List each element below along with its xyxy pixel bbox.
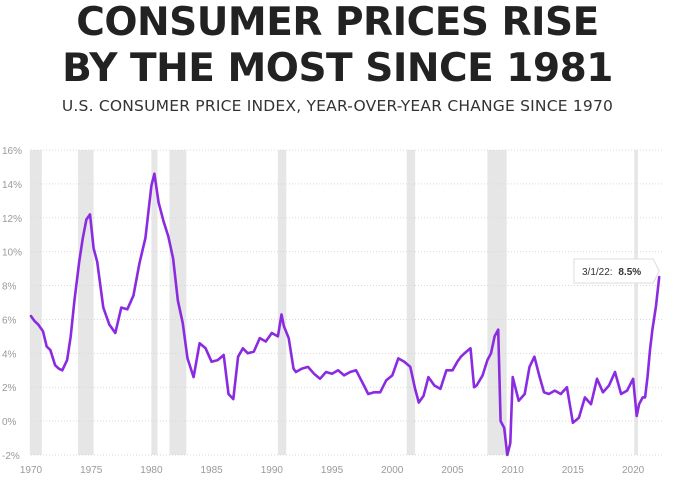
chart-subtitle: U.S. CONSUMER PRICE INDEX, YEAR-OVER-YEA… <box>61 97 614 115</box>
chart-title-line-1: CONSUMER PRICES RISE <box>76 0 599 45</box>
y-tick-label: 6% <box>2 315 17 326</box>
y-tick-label: 10% <box>2 248 22 259</box>
callout-box <box>573 258 660 284</box>
x-tick-label: 1990 <box>261 465 284 476</box>
x-tick-label: 2005 <box>441 465 464 476</box>
recession-bands <box>29 150 638 455</box>
recession-band-1 <box>77 150 94 455</box>
x-tick-label: 2000 <box>381 465 404 476</box>
y-tick-label: 14% <box>2 180 22 191</box>
chart-title-line-2: BY THE MOST SINCE 1981 <box>62 46 613 91</box>
recession-band-4 <box>277 150 287 455</box>
x-tick-label: 2020 <box>622 465 645 476</box>
x-tick-label: 1985 <box>201 465 224 476</box>
recession-band-7 <box>634 150 638 455</box>
y-tick-label: 8% <box>2 282 17 293</box>
recession-band-0 <box>29 150 42 455</box>
x-tick-label: 1980 <box>140 465 163 476</box>
x-tick-label: 2015 <box>562 465 585 476</box>
y-tick-label: 16% <box>2 146 22 157</box>
callout-text: 3/1/22: 8.5% <box>582 267 641 278</box>
y-tick-label: 0% <box>2 417 17 428</box>
x-tick-label: 1970 <box>20 465 43 476</box>
callout-value: 8.5% <box>618 267 641 278</box>
y-tick-label: 12% <box>2 214 22 225</box>
callout-date: 3/1/22: <box>582 267 613 278</box>
cpi-series-line <box>29 172 661 457</box>
gridlines <box>31 149 662 456</box>
series-line-group <box>29 172 661 457</box>
y-tick-label: 2% <box>2 383 17 394</box>
recession-band-6 <box>487 150 507 455</box>
y-tick-label: -2% <box>2 451 20 462</box>
recession-band-5 <box>406 150 416 455</box>
x-tick-label: 1975 <box>80 465 103 476</box>
x-tick-label: 1995 <box>321 465 344 476</box>
recession-band-2 <box>151 150 158 455</box>
x-tick-label: 2010 <box>502 465 525 476</box>
x-axis-tick-labels: 1970 1975 1980 1985 1990 1995 2000 2005 2010 2015… <box>20 465 645 476</box>
y-axis-tick-labels: -2% 0% 2% 4% 6% 8% 10% 12% 14% 16% <box>2 146 22 462</box>
latest-value-annotation: 3/1/22: 8.5% <box>573 258 660 284</box>
y-tick-label: 4% <box>2 349 17 360</box>
